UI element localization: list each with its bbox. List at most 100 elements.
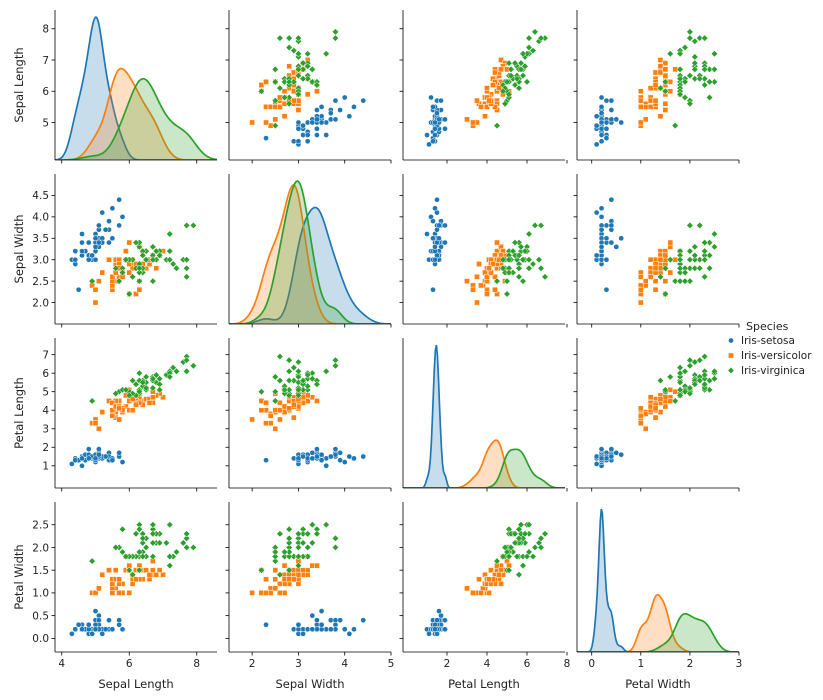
scatter-point-iris-setosa (598, 446, 605, 452)
scatter-point-iris-setosa (438, 97, 444, 104)
scatter-point-iris-virginica (308, 78, 316, 86)
scatter-point-iris-versicolor (277, 416, 283, 423)
scatter-point-iris-versicolor (486, 576, 492, 583)
scatter-point-iris-setosa (304, 138, 311, 145)
scatter-point-iris-virginica (257, 566, 265, 574)
scatter-point-iris-virginica (686, 247, 694, 255)
scatter-point-iris-virginica (135, 269, 143, 277)
scatter-point-iris-virginica (505, 552, 513, 561)
scatter-point-iris-setosa (360, 617, 367, 624)
scatter-point-iris-setosa (603, 135, 610, 141)
panel-plot-area (424, 521, 549, 637)
scatter-point-iris-virginica (290, 78, 298, 86)
scatter-point-iris-versicolor (272, 585, 279, 592)
y-tick-label: 7 (42, 349, 49, 361)
scatter-point-iris-virginica (271, 552, 279, 561)
scatter-point-iris-virginica (118, 548, 127, 556)
scatter-point-iris-versicolor (484, 274, 490, 280)
x-axis-title-sepal-width: Sepal Width (276, 677, 345, 691)
scatter-point-iris-virginica (294, 386, 302, 394)
scatter-point-iris-virginica (271, 122, 279, 130)
scatter-point-iris-setosa (300, 630, 306, 637)
scatter-point-iris-virginica (276, 377, 284, 385)
panel-plot-area (249, 28, 367, 148)
scatter-point-iris-virginica (129, 273, 137, 281)
scatter-point-iris-versicolor (263, 576, 269, 583)
scatter-point-iris-virginica (666, 256, 674, 264)
scatter-point-iris-setosa (99, 209, 106, 216)
x-tick-label: 8 (564, 658, 571, 670)
scatter-point-iris-setosa (618, 451, 625, 458)
scatter-point-iris-virginica (149, 552, 157, 561)
scatter-point-iris-virginica (285, 548, 293, 556)
scatter-point-iris-virginica (531, 221, 539, 229)
scatter-point-iris-versicolor (476, 261, 482, 267)
scatter-point-iris-virginica (671, 277, 679, 285)
scatter-point-iris-setosa (608, 446, 615, 452)
scatter-point-iris-virginica (183, 530, 191, 538)
scatter-point-iris-versicolor (281, 562, 288, 569)
scatter-point-iris-setosa (428, 94, 434, 101)
scatter-point-iris-versicolor (490, 261, 496, 267)
scatter-point-iris-versicolor (295, 580, 302, 587)
scatter-point-iris-setosa (109, 626, 116, 633)
x-tick-label: 2 (687, 658, 694, 670)
panel-plot-area (249, 352, 367, 469)
scatter-point-iris-virginica (511, 539, 519, 547)
scatter-point-iris-setosa (603, 125, 610, 132)
scatter-point-iris-setosa (442, 222, 448, 229)
scatter-point-iris-setosa (346, 630, 353, 637)
scatter-point-iris-setosa (300, 122, 306, 129)
scatter-point-iris-versicolor (123, 248, 129, 254)
scatter-point-iris-setosa (430, 286, 436, 293)
scatter-point-iris-setosa (618, 119, 625, 126)
scatter-point-iris-versicolor (272, 576, 279, 583)
scatter-point-iris-virginica (156, 251, 164, 259)
scatter-point-iris-setosa (295, 455, 302, 462)
scatter-point-iris-setosa (426, 141, 432, 148)
scatter-point-iris-virginica (276, 34, 284, 42)
scatter-point-iris-virginica (705, 386, 714, 394)
scatter-point-iris-virginica (331, 34, 340, 42)
scatter-point-iris-virginica (280, 548, 289, 556)
scatter-point-iris-versicolor (464, 116, 470, 123)
scatter-point-iris-virginica (189, 543, 197, 552)
scatter-point-iris-virginica (142, 256, 150, 264)
scatter-point-iris-virginica (686, 28, 694, 36)
scatter-point-iris-versicolor (96, 585, 102, 592)
scatter-point-iris-versicolor (133, 576, 139, 583)
scatter-point-iris-setosa (436, 116, 442, 123)
scatter-point-iris-versicolor (490, 82, 496, 88)
scatter-point-iris-virginica (172, 367, 181, 375)
y-axis-title-sepal-width: Sepal Width (12, 215, 26, 284)
scatter-point-iris-virginica (304, 552, 312, 561)
scatter-point-iris-versicolor (314, 88, 320, 95)
scatter-point-iris-versicolor (126, 269, 133, 276)
scatter-point-iris-versicolor (286, 405, 293, 412)
scatter-point-iris-setosa (598, 256, 605, 263)
scatter-point-iris-versicolor (484, 291, 490, 297)
scatter-point-iris-setosa (318, 457, 325, 464)
scatter-point-iris-virginica (156, 539, 164, 547)
scatter-point-iris-virginica (505, 90, 513, 98)
scatter-point-iris-virginica (152, 371, 160, 379)
scatter-point-iris-virginica (681, 388, 689, 396)
scatter-point-iris-setosa (102, 626, 109, 633)
scatter-point-iris-versicolor (657, 396, 664, 402)
scatter-point-iris-virginica (299, 59, 307, 67)
scatter-point-iris-virginica (183, 356, 191, 364)
scatter-point-iris-virginica (501, 100, 509, 108)
panel-plot-area (55, 16, 217, 160)
kde-fill-iris-virginica (577, 613, 739, 652)
scatter-point-iris-setosa (613, 116, 620, 123)
scatter-point-iris-virginica (290, 47, 298, 55)
scatter-point-iris-virginica (271, 97, 279, 105)
y-tick-label: 1.0 (32, 588, 49, 600)
panel-plot-area (577, 508, 739, 652)
scatter-point-iris-setosa (309, 119, 316, 126)
scatter-point-iris-setosa (598, 226, 605, 233)
scatter-point-iris-virginica (280, 78, 289, 86)
scatter-point-iris-virginica (322, 50, 330, 58)
scatter-point-iris-versicolor (277, 399, 283, 406)
panel-plot-area (229, 180, 391, 324)
